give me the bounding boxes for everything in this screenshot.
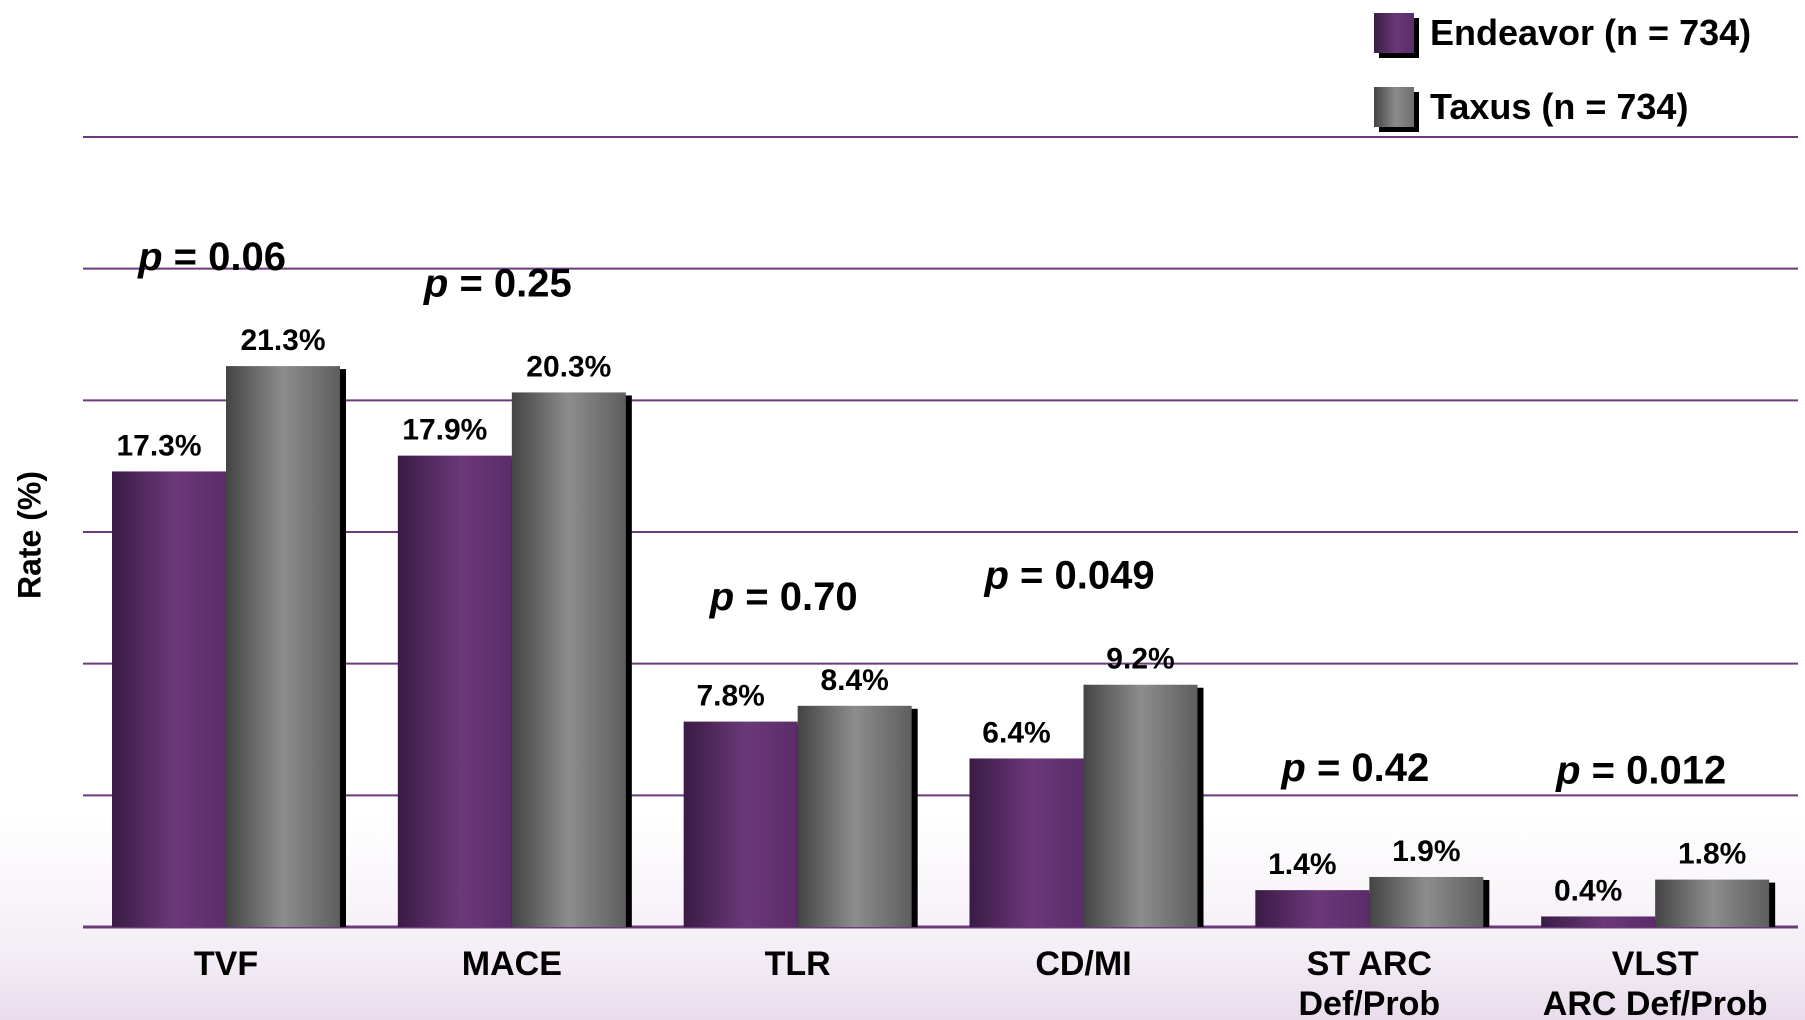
data-label-taxus: 1.9%: [1392, 835, 1460, 868]
category-label: CD/MI: [1035, 945, 1131, 983]
bar-endeavor: [1255, 890, 1370, 927]
bar-taxus: [511, 392, 626, 927]
data-label-taxus: 8.4%: [820, 664, 888, 697]
category-label: VLST: [1612, 945, 1699, 983]
legend-label-taxus: Taxus (n = 734): [1430, 86, 1689, 127]
bar-taxus: [1369, 876, 1484, 927]
p-value-label: p = 0.70: [709, 575, 858, 619]
data-label-taxus: 21.3%: [240, 324, 325, 357]
category-label: Def/Prob: [1298, 985, 1440, 1020]
data-label-taxus: 1.8%: [1678, 838, 1746, 871]
legend-swatch-taxus: [1374, 87, 1414, 127]
category-label: ST ARC: [1307, 945, 1432, 983]
bar-endeavor: [683, 721, 798, 927]
data-label-endeavor: 17.9%: [402, 414, 487, 447]
bar-taxus: [1655, 879, 1770, 927]
legend-label-endeavor: Endeavor (n = 734): [1430, 12, 1752, 53]
bar-endeavor: [1541, 916, 1656, 927]
data-label-endeavor: 7.8%: [696, 680, 764, 713]
data-label-endeavor: 17.3%: [116, 429, 201, 462]
bar-taxus: [226, 366, 340, 928]
p-value-label: p = 0.06: [137, 235, 286, 279]
data-label-endeavor: 0.4%: [1554, 874, 1622, 907]
y-axis-label: Rate (%): [11, 470, 48, 600]
legend-item-taxus: Taxus (n = 734): [1374, 80, 1751, 134]
data-label-taxus: 20.3%: [526, 350, 611, 383]
bar-taxus: [797, 705, 912, 927]
p-value-label: p = 0.049: [983, 554, 1154, 598]
bar-endeavor: [112, 471, 226, 927]
p-value-label: p = 0.25: [423, 261, 572, 305]
bar-endeavor: [969, 758, 1084, 927]
category-label: MACE: [462, 945, 562, 983]
legend: Endeavor (n = 734) Taxus (n = 734): [1374, 6, 1751, 154]
bar-taxus: [1083, 684, 1198, 927]
category-label: TVF: [194, 945, 258, 983]
p-value-label: p = 0.42: [1280, 746, 1429, 790]
data-label-taxus: 9.2%: [1106, 643, 1174, 676]
category-label: ARC Def/Prob: [1543, 985, 1768, 1020]
legend-item-endeavor: Endeavor (n = 734): [1374, 6, 1751, 60]
legend-swatch-endeavor: [1374, 13, 1414, 53]
data-label-endeavor: 1.4%: [1268, 848, 1336, 881]
category-label: TLR: [765, 945, 831, 983]
bar-endeavor: [397, 455, 512, 927]
data-label-endeavor: 6.4%: [982, 716, 1050, 749]
p-value-label: p = 0.012: [1555, 749, 1726, 793]
